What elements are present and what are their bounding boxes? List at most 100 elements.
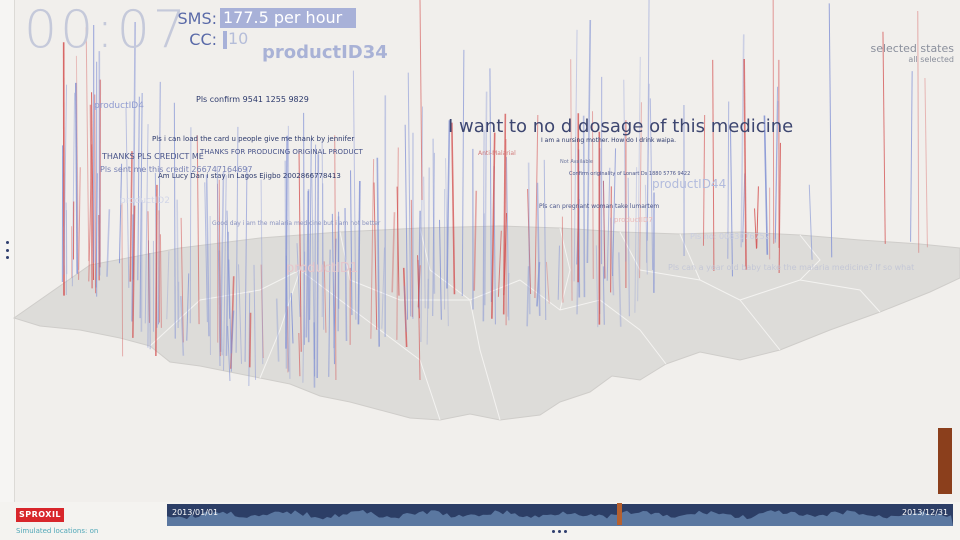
message-spike — [404, 124, 409, 320]
message-spike — [606, 167, 611, 281]
message-spike — [439, 219, 442, 320]
message-spike — [131, 214, 134, 322]
cc-value-field[interactable]: 10 — [220, 29, 251, 49]
message-spike — [223, 175, 227, 371]
message-spike — [298, 332, 301, 377]
message-spike — [132, 205, 136, 338]
message-spike — [410, 199, 413, 317]
product-label: productID7 — [614, 216, 653, 224]
message-spike — [284, 160, 288, 369]
message-spike — [253, 264, 257, 380]
message-spike — [828, 3, 833, 258]
message-spike — [303, 112, 305, 345]
message-spike — [627, 177, 630, 317]
message-spike — [139, 92, 143, 319]
message-spike — [158, 210, 160, 323]
timeline-end-date: 2013/12/31 — [902, 508, 949, 517]
message-spike — [740, 34, 745, 248]
message-spike — [595, 245, 599, 328]
message-spike — [344, 208, 348, 341]
message-spike — [917, 11, 920, 253]
timeline-start-date: 2013/01/01 — [172, 508, 219, 517]
message-spike — [331, 213, 335, 365]
left-panel-handle[interactable] — [4, 241, 10, 259]
bottom-panel-handle[interactable] — [552, 530, 567, 533]
message-spike — [298, 150, 302, 352]
message-spike — [774, 86, 779, 243]
sms-message: Pls no: 0083076752 — [690, 232, 770, 241]
sms-label: SMS: — [177, 9, 217, 28]
sms-message: Pls i can load the card u people give me… — [152, 135, 355, 143]
timeline-scrubber[interactable] — [167, 504, 953, 526]
message-spike — [78, 167, 81, 280]
message-spike — [573, 29, 578, 282]
message-spike — [244, 166, 248, 362]
message-spike — [71, 92, 76, 287]
message-spike — [396, 186, 400, 296]
map-visualization[interactable] — [0, 0, 960, 500]
message-spike — [602, 180, 606, 280]
message-spike — [91, 92, 95, 281]
message-spike — [328, 249, 331, 377]
message-spike — [702, 114, 706, 246]
message-spike — [612, 148, 617, 276]
message-spike — [125, 107, 130, 288]
message-spike — [176, 199, 179, 329]
message-spike — [461, 49, 465, 297]
message-spike — [248, 312, 252, 368]
message-spike — [505, 157, 510, 321]
message-spike — [570, 59, 573, 301]
message-spike — [118, 163, 123, 264]
message-spike — [180, 217, 184, 343]
message-spike — [227, 325, 231, 382]
message-spike — [205, 174, 210, 337]
message-spike — [644, 184, 648, 275]
message-spike — [311, 173, 315, 360]
message-spike — [106, 209, 111, 277]
message-spike — [370, 159, 375, 339]
message-spike — [204, 182, 208, 323]
product-label: productID4 — [94, 101, 144, 111]
product-label: productID2 — [120, 196, 170, 206]
message-spike — [649, 98, 654, 271]
sms-message: THANKS PLS CREDICT ME — [102, 152, 204, 161]
message-spike — [407, 72, 412, 317]
message-spike — [316, 154, 320, 379]
selected-states-title: selected states — [870, 42, 954, 55]
message-spike — [610, 186, 612, 293]
message-spike — [228, 259, 232, 372]
message-spike — [473, 190, 478, 291]
message-spike — [545, 261, 550, 304]
legend-bar — [938, 428, 952, 494]
message-spike — [275, 298, 280, 362]
cc-label: CC: — [189, 30, 217, 49]
message-spike — [323, 261, 327, 333]
message-spike — [129, 151, 133, 282]
message-spike — [446, 120, 451, 289]
simulated-locations-toggle[interactable]: Simulated locations: on — [16, 527, 99, 535]
message-spike — [743, 59, 747, 270]
product-label: productID34 — [262, 42, 388, 63]
timeline-playhead[interactable] — [617, 503, 622, 525]
message-spike — [287, 125, 291, 379]
selected-states-panel[interactable]: selected states all selected — [870, 42, 954, 64]
sms-message: Am Lucy Dan i stay in Lagos Ejigbo 20028… — [158, 172, 341, 180]
message-spike — [420, 106, 424, 343]
message-spike — [196, 135, 200, 325]
message-spike — [483, 213, 485, 322]
message-spike — [75, 82, 79, 274]
message-spike — [778, 142, 781, 273]
message-spike — [623, 79, 627, 262]
message-spike — [527, 162, 531, 315]
message-spike — [451, 122, 456, 295]
message-spike — [503, 213, 508, 296]
sms-message: Pls can a year old baby take the malaria… — [668, 263, 915, 272]
message-spike — [391, 212, 396, 293]
clock-display: 00:07 — [24, 0, 189, 60]
message-spike — [432, 152, 435, 317]
message-spike — [497, 230, 502, 297]
timeline-activity — [167, 510, 953, 526]
message-spike — [489, 68, 492, 303]
message-spike — [186, 273, 190, 341]
message-spike — [85, 27, 90, 262]
